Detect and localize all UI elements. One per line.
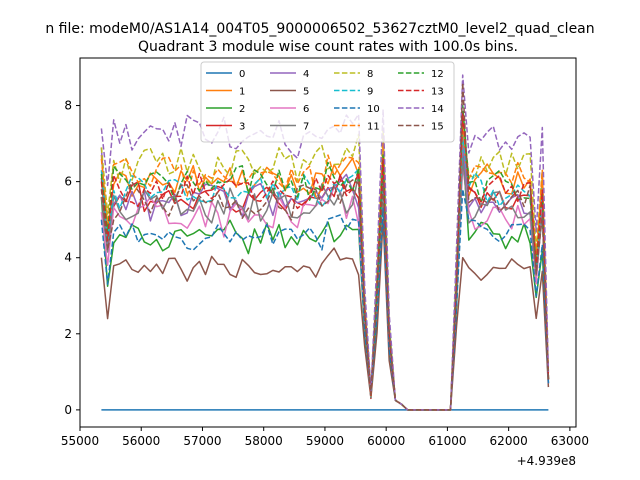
legend-label: 15	[431, 122, 444, 133]
x-axis: 55000 56000 57000 58000 59000 60000 61000 62000…	[61, 427, 589, 448]
plot-frame	[79, 57, 577, 428]
series-line-5	[100, 218, 550, 411]
series-line-8	[100, 120, 550, 411]
x-tick-label: 58000	[245, 434, 283, 448]
x-tick-label: 63000	[551, 434, 589, 448]
series-line-6	[100, 165, 550, 411]
legend-label: 1	[239, 87, 245, 98]
series-line-13	[100, 112, 550, 411]
legend-label: 12	[431, 69, 444, 80]
y-tick-label: 0	[64, 403, 72, 417]
series-line-15	[100, 81, 550, 411]
legend-label: 5	[303, 87, 309, 98]
legend-label: 4	[303, 69, 309, 80]
legend-label: 14	[431, 104, 444, 115]
x-tick-label: 56000	[122, 434, 160, 448]
y-tick-label: 2	[64, 327, 72, 341]
series-line-10	[100, 188, 550, 411]
x-tick-label: 57000	[183, 434, 221, 448]
series-line-3	[100, 116, 550, 411]
legend-label: 9	[367, 87, 373, 98]
y-tick-label: 4	[64, 251, 72, 265]
series-line-12	[100, 104, 550, 411]
series-line-7	[100, 158, 550, 411]
legend-label: 10	[367, 104, 380, 115]
x-tick-label: 59000	[306, 434, 344, 448]
x-tick-label: 62000	[490, 434, 528, 448]
legend-label: 13	[431, 87, 444, 98]
legend-label: 0	[239, 69, 245, 80]
series-line-9	[100, 135, 550, 411]
y-tick-label: 6	[64, 175, 72, 189]
x-offset-label: +4.939e8	[517, 454, 576, 468]
legend-label: 3	[239, 122, 245, 133]
legend-label: 2	[239, 104, 245, 115]
legend-label: 11	[367, 122, 380, 133]
legend-label: 7	[303, 122, 309, 133]
legend-box	[200, 61, 455, 143]
x-tick-label: 60000	[367, 434, 405, 448]
chart-suptitle: n file: modeM0/AS1A14_004T05_9000006502_…	[45, 21, 594, 37]
chart-title: Quadrant 3 module wise count rates with …	[138, 39, 518, 55]
legend-label: 6	[303, 104, 309, 115]
legend-label: 8	[367, 69, 373, 80]
y-tick-label: 8	[64, 99, 72, 113]
x-tick-label: 55000	[61, 434, 99, 448]
y-axis: 0 2 4 6 8	[64, 99, 80, 417]
x-tick-label: 61000	[428, 434, 466, 448]
series-line-2	[100, 146, 550, 411]
series-line-11	[100, 123, 550, 411]
